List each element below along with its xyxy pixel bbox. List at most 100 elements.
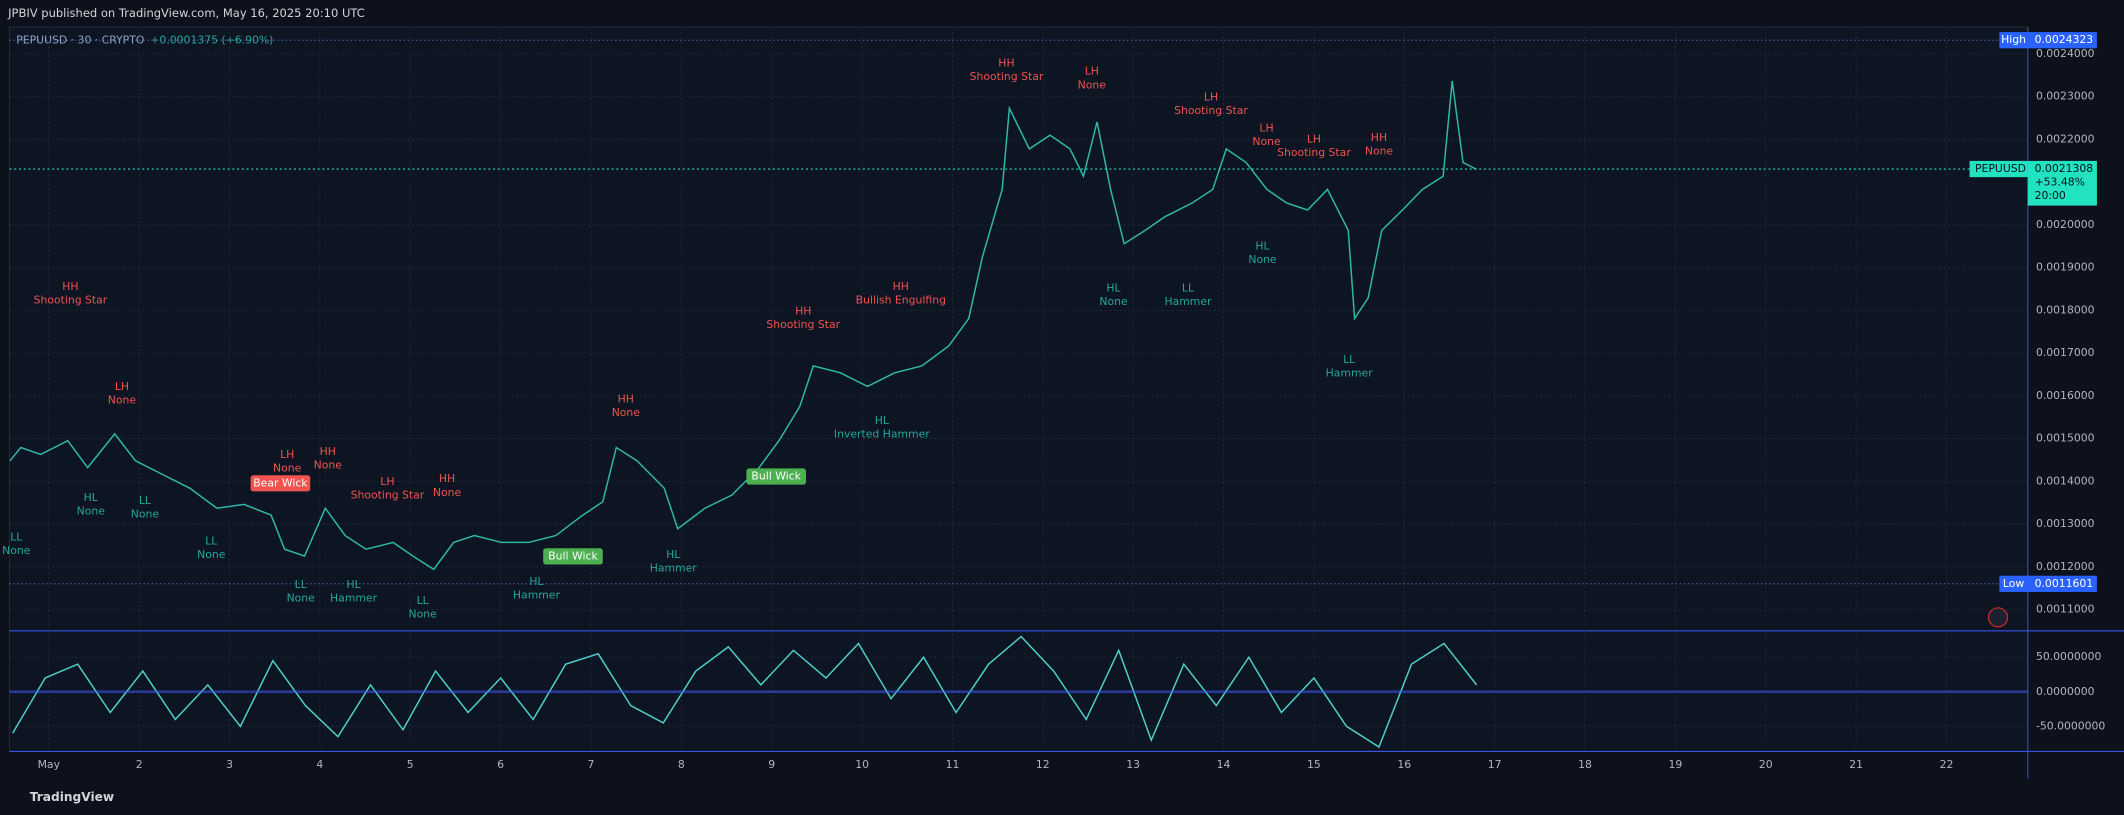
y-tick-label: 0.0014000 — [2036, 474, 2095, 487]
pattern-label: HH — [62, 280, 78, 293]
x-tick-label: 12 — [1036, 758, 1050, 771]
pattern-label: None — [273, 461, 302, 474]
y-tick-label: 0.0024000 — [2036, 47, 2095, 60]
pattern-label: HL — [529, 575, 543, 588]
badge-box — [250, 475, 311, 492]
x-tick-label: 5 — [407, 758, 414, 771]
badge-label: Bull Wick — [751, 470, 801, 483]
pattern-label: None — [2, 544, 31, 557]
pattern-label: HH — [795, 304, 811, 317]
pattern-label: HH — [998, 57, 1014, 70]
badge-label: Bull Wick — [548, 549, 598, 562]
header: JPBIV published on TradingView.com, May … — [7, 6, 365, 20]
x-tick-label: 4 — [316, 758, 323, 771]
pattern-label: None — [612, 406, 641, 419]
x-tick-label: May — [38, 758, 61, 771]
badge-box — [746, 468, 806, 485]
pattern-label: HL — [346, 578, 360, 591]
x-tick-label: 13 — [1126, 758, 1140, 771]
x-tick-label: 14 — [1217, 758, 1231, 771]
x-tick-label: 3 — [226, 758, 233, 771]
pattern-label: None — [1252, 135, 1281, 148]
x-tick-label: 9 — [768, 758, 775, 771]
x-tick-label: 10 — [855, 758, 869, 771]
x-tick-label: 17 — [1488, 758, 1502, 771]
pattern-label: Shooting Star — [970, 70, 1044, 83]
y-tick-label: 0.0015000 — [2036, 432, 2095, 445]
low-label: Low — [2003, 577, 2024, 590]
pattern-label: None — [314, 459, 343, 472]
y-tick-label: 0.0012000 — [2036, 560, 2095, 573]
x-tick-label: 22 — [1940, 758, 1954, 771]
y-tick-label: 0.0018000 — [2036, 303, 2095, 316]
pattern-label: LL — [139, 494, 151, 507]
pattern-label: HH — [320, 445, 336, 458]
last-price: 0.0021308 — [2035, 162, 2094, 175]
badge-box — [543, 548, 603, 565]
low-value: 0.0011601 — [2035, 577, 2094, 590]
last-change: +53.48% — [2035, 176, 2085, 189]
last-symbol: PEPUUSD — [1975, 162, 2026, 175]
y-tick-label: 0.0000000 — [2036, 685, 2095, 698]
high-label-box — [1999, 32, 2028, 49]
pattern-label: LH — [1259, 122, 1273, 135]
x-tick-label: 2 — [136, 758, 143, 771]
x-tick-label: 16 — [1397, 758, 1411, 771]
y-tick-label: 50.0000000 — [2036, 650, 2102, 663]
symbol: PEPUUSD · 30 · CRYPTO — [16, 34, 144, 47]
pattern-label: Shooting Star — [351, 489, 425, 502]
last-price-box — [2027, 160, 2097, 206]
pattern-label: Hammer — [513, 589, 561, 602]
pattern-label: LL — [1343, 353, 1355, 366]
x-tick-label: 15 — [1307, 758, 1321, 771]
chart-area — [9, 26, 2029, 752]
flag-icon[interactable] — [1987, 607, 2009, 628]
x-tick-label: 7 — [588, 758, 595, 771]
pattern-label: Hammer — [1326, 367, 1374, 380]
pattern-label: LL — [1182, 281, 1194, 294]
y-tick-label: 0.0023000 — [2036, 90, 2095, 103]
pattern-label: LH — [1204, 90, 1218, 103]
pattern-label: HL — [1106, 281, 1120, 294]
pattern-label: Hammer — [650, 562, 698, 575]
pattern-label: HL — [1255, 239, 1269, 252]
pattern-label: Inverted Hammer — [834, 428, 930, 441]
x-tick-label: 6 — [497, 758, 504, 771]
pattern-label: LH — [115, 380, 129, 393]
pattern-label: None — [433, 486, 462, 499]
change: +0.0001375 (+6.90%) — [150, 34, 273, 47]
pattern-label: HL — [84, 491, 98, 504]
y-tick-label: 0.0019000 — [2036, 261, 2095, 274]
pattern-label: None — [287, 591, 316, 604]
pattern-label: Hammer — [1164, 295, 1212, 308]
high-label: High — [2001, 33, 2026, 46]
badge-label: Bear Wick — [253, 476, 308, 489]
low-value-box — [2027, 575, 2097, 592]
pattern-label: HL — [666, 548, 680, 561]
y-tick-label: 0.0013000 — [2036, 517, 2095, 530]
pattern-label: HH — [1371, 131, 1387, 144]
pattern-label: Shooting Star — [1277, 146, 1351, 159]
pattern-label: None — [1099, 295, 1128, 308]
y-tick-label: 0.0020000 — [2036, 218, 2095, 231]
series-line — [9, 80, 1477, 571]
x-tick-label: 21 — [1849, 758, 1863, 771]
pattern-label: Shooting Star — [766, 318, 840, 331]
x-tick-label: 19 — [1669, 758, 1683, 771]
pattern-label: LL — [205, 535, 217, 548]
pattern-label: LL — [295, 578, 307, 591]
pattern-label: None — [1248, 253, 1277, 266]
pattern-label: LL — [10, 530, 22, 543]
pattern-label: None — [1365, 145, 1394, 158]
footer-logo: TradingView — [30, 790, 114, 804]
pattern-label: HH — [439, 472, 455, 485]
symbol-box — [1969, 160, 2028, 178]
pattern-label: Bullish Engulfing — [856, 294, 946, 307]
x-tick-label: 8 — [678, 758, 685, 771]
pattern-label: None — [77, 505, 106, 518]
pattern-label: None — [409, 608, 438, 621]
high-value-box — [2027, 32, 2097, 49]
series-line — [11, 635, 1478, 749]
x-tick-label: 18 — [1578, 758, 1592, 771]
